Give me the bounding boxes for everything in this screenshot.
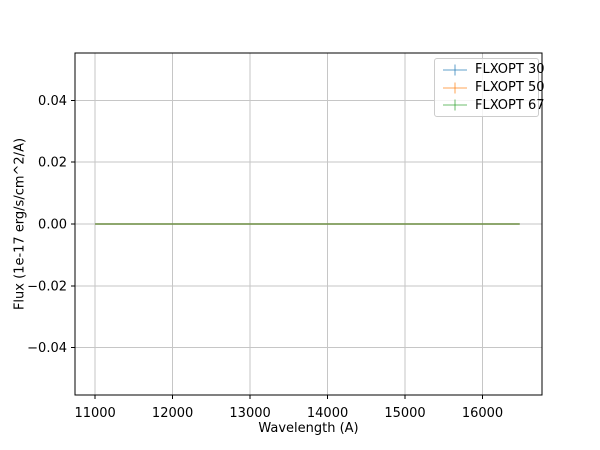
errorbar-legend-marker-icon (443, 64, 467, 76)
legend-item: FLXOPT 30 (442, 61, 544, 79)
x-tick-label: 15000 (384, 406, 425, 421)
x-tick-label: 12000 (152, 406, 193, 421)
x-axis-label: Wavelength (A) (258, 421, 359, 436)
legend-item: FLXOPT 67 (442, 96, 544, 114)
errorbar-legend-marker-icon (443, 82, 467, 93)
y-axis-label: Flux (1e-17 erg/s/cm^2/A) (12, 137, 28, 311)
legend: FLXOPT 30 FLXOPT 50 FLXOPT 67 (434, 58, 544, 117)
legend-item: FLXOPT 50 (442, 79, 544, 97)
y-tick-label: 0.04 (38, 94, 67, 109)
x-tick-label: 14000 (307, 406, 348, 421)
y-tick-label: 0.02 (38, 156, 67, 171)
x-tick-label: 11000 (74, 406, 115, 421)
y-tick-label: 0.00 (38, 218, 67, 233)
errorbar-legend-marker-icon (443, 99, 467, 111)
legend-label: FLXOPT 50 (475, 80, 545, 95)
x-tick-label: 13000 (229, 406, 270, 421)
legend-label: FLXOPT 67 (475, 97, 545, 113)
y-tick-label: −0.04 (27, 341, 67, 356)
y-tick-label: −0.02 (27, 279, 67, 294)
legend-label: FLXOPT 30 (475, 62, 545, 78)
x-tick-label: 16000 (462, 406, 503, 421)
